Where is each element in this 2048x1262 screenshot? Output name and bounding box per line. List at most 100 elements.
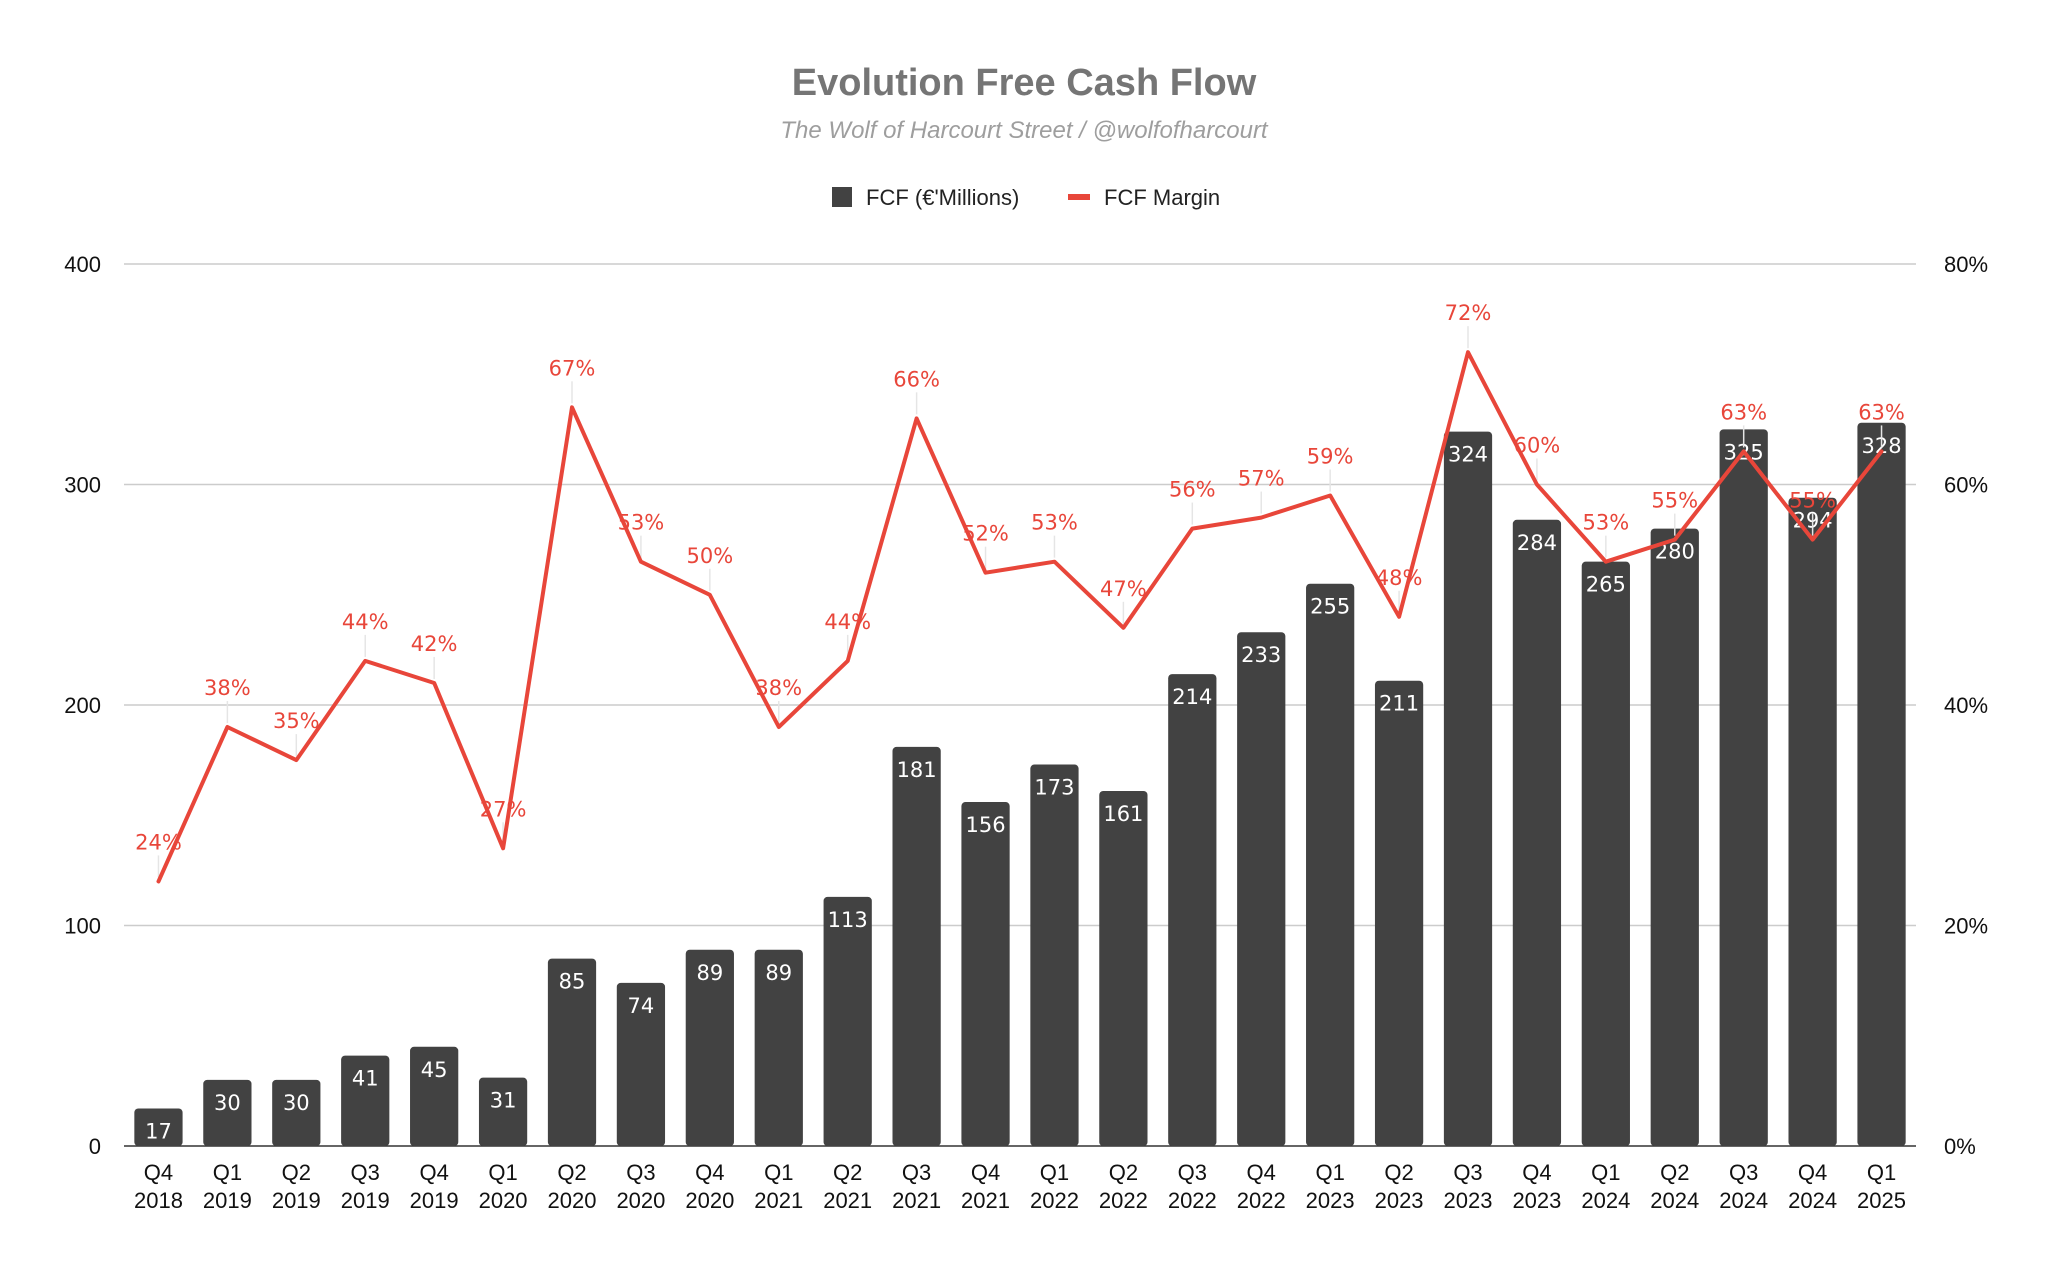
margin-value-label: 44%	[342, 610, 389, 634]
fcf-bar	[1237, 632, 1286, 1146]
x-tick-label-quarter: Q1	[1867, 1160, 1896, 1185]
margin-value-label: 38%	[204, 676, 251, 700]
x-tick-label-quarter: Q4	[695, 1160, 724, 1185]
margin-value-label: 60%	[1514, 434, 1561, 458]
fcf-bar	[1788, 497, 1837, 1147]
fcf-bar	[134, 1108, 183, 1146]
x-tick-label-year: 2018	[134, 1188, 183, 1213]
x-tick-label-year: 2022	[1030, 1188, 1079, 1213]
margin-value-label: 53%	[1583, 511, 1630, 535]
fcf-bar	[892, 746, 941, 1146]
x-tick-label-year: 2019	[203, 1188, 252, 1213]
fcf-bar	[203, 1079, 252, 1146]
margin-value-label: 52%	[962, 522, 1009, 546]
fcf-bar-value-label: 284	[1517, 531, 1557, 555]
legend-label-fcf: FCF (€'Millions)	[866, 185, 1019, 210]
margin-value-label: 24%	[135, 830, 182, 854]
fcf-bar-value-label: 85	[559, 970, 586, 994]
margin-value-label: 35%	[273, 709, 320, 733]
x-tick-label-quarter: Q4	[1247, 1160, 1276, 1185]
fcf-bar	[547, 958, 597, 1146]
x-tick-label-quarter: Q2	[1660, 1160, 1689, 1185]
fcf-bar-value-label: 265	[1586, 573, 1626, 597]
fcf-bar-value-label: 31	[490, 1089, 517, 1113]
chart-title: Evolution Free Cash Flow	[792, 62, 1257, 104]
fcf-bar-value-label: 17	[145, 1120, 172, 1144]
fcf-bar	[1650, 528, 1699, 1146]
x-tick-label-year: 2024	[1788, 1188, 1837, 1213]
x-tick-label-quarter: Q1	[488, 1160, 517, 1185]
x-tick-label-year: 2020	[548, 1188, 597, 1213]
x-tick-label-quarter: Q2	[833, 1160, 862, 1185]
margin-value-label: 67%	[549, 356, 596, 380]
fcf-bar	[754, 949, 803, 1146]
margin-value-label: 63%	[1720, 400, 1767, 424]
x-tick-label-year: 2023	[1444, 1188, 1493, 1213]
chart-subtitle: The Wolf of Harcourt Street / @wolfofhar…	[780, 117, 1269, 144]
x-tick-label-quarter: Q2	[1109, 1160, 1138, 1185]
x-tick-label-quarter: Q2	[282, 1160, 311, 1185]
fcf-bar	[1099, 790, 1148, 1146]
legend: FCF (€'Millions) FCF Margin	[832, 185, 1220, 210]
fcf-bar-value-label: 324	[1448, 443, 1488, 467]
x-tick-label-quarter: Q2	[1384, 1160, 1413, 1185]
fcf-bar	[616, 982, 666, 1146]
margin-value-label: 53%	[1031, 511, 1078, 535]
margin-value-label: 44%	[824, 610, 871, 634]
fcf-bar-value-label: 255	[1310, 595, 1350, 619]
x-tick-label-year: 2024	[1650, 1188, 1699, 1213]
margin-value-label: 55%	[1651, 489, 1698, 513]
gridlines	[124, 263, 1916, 1147]
fcf-bar	[341, 1055, 390, 1146]
margin-value-label: 66%	[893, 367, 940, 391]
fcf-bar-value-label: 89	[765, 961, 792, 985]
fcf-bar	[410, 1046, 459, 1146]
fcf-bar-value-label: 156	[965, 813, 1005, 837]
fcf-bar-value-label: 214	[1172, 685, 1212, 709]
fcf-bar-value-label: 89	[696, 961, 723, 985]
x-tick-label-quarter: Q1	[1040, 1160, 1069, 1185]
x-tick-label-year: 2019	[272, 1188, 321, 1213]
y-left-tick-label: 300	[64, 473, 101, 498]
right-axis: 0% 20% 40% 60% 80%	[1944, 252, 1988, 1159]
x-tick-label-year: 2024	[1581, 1188, 1630, 1213]
x-tick-label-year: 2020	[479, 1188, 528, 1213]
y-right-tick-label: 40%	[1944, 693, 1988, 718]
fcf-bar	[1030, 764, 1079, 1146]
x-tick-label-quarter: Q1	[213, 1160, 242, 1185]
x-tick-label-year: 2021	[961, 1188, 1010, 1213]
margin-value-label: 48%	[1376, 566, 1423, 590]
fcf-bar-value-label: 233	[1241, 643, 1281, 667]
fcf-bar-value-label: 30	[283, 1091, 310, 1115]
x-tick-label-quarter: Q3	[1729, 1160, 1758, 1185]
x-tick-label-year: 2025	[1857, 1188, 1906, 1213]
fcf-bar	[685, 949, 734, 1146]
fcf-bar	[1306, 583, 1355, 1146]
x-tick-label-year: 2021	[892, 1188, 941, 1213]
margin-value-label: 55%	[1789, 489, 1836, 513]
x-tick-label-quarter: Q1	[1315, 1160, 1344, 1185]
x-tick-label-quarter: Q3	[1453, 1160, 1482, 1185]
x-tick-label-year: 2020	[616, 1188, 665, 1213]
fcf-bar-value-label: 74	[628, 994, 655, 1018]
x-tick-label-quarter: Q4	[971, 1160, 1000, 1185]
y-right-tick-label: 60%	[1944, 473, 1988, 498]
margin-value-label: 56%	[1169, 478, 1216, 502]
fcf-bar-value-label: 41	[352, 1067, 379, 1091]
y-right-tick-label: 80%	[1944, 252, 1988, 277]
x-tick-label-quarter: Q1	[764, 1160, 793, 1185]
x-tick-label-year: 2022	[1168, 1188, 1217, 1213]
y-left-tick-label: 400	[64, 252, 101, 277]
fcf-bar	[823, 896, 872, 1146]
x-tick-label-quarter: Q4	[419, 1160, 448, 1185]
fcf-bar	[1374, 680, 1424, 1146]
x-tick-label-year: 2023	[1375, 1188, 1424, 1213]
x-axis: Q4 2018 Q1 2019 Q2 2019 Q3 2019 Q4 2019 Q1 2020 Q2 20…	[134, 1160, 1906, 1213]
x-tick-label-quarter: Q3	[902, 1160, 931, 1185]
margin-value-label: 53%	[618, 511, 665, 535]
x-tick-label-quarter: Q3	[351, 1160, 380, 1185]
fcf-bar	[961, 802, 1010, 1146]
fcf-bar	[1719, 429, 1768, 1146]
x-tick-label-quarter: Q2	[557, 1160, 586, 1185]
